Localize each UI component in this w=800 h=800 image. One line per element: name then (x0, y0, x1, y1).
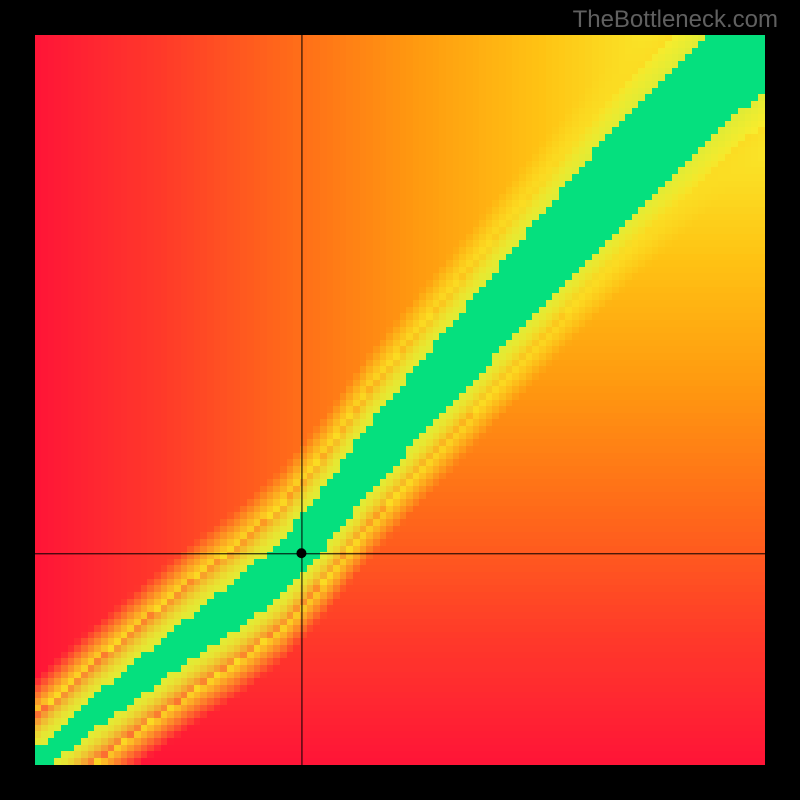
chart-container: { "watermark": { "text": "TheBottleneck.… (0, 0, 800, 800)
bottleneck-heatmap (35, 35, 765, 765)
watermark-text: TheBottleneck.com (573, 6, 778, 34)
